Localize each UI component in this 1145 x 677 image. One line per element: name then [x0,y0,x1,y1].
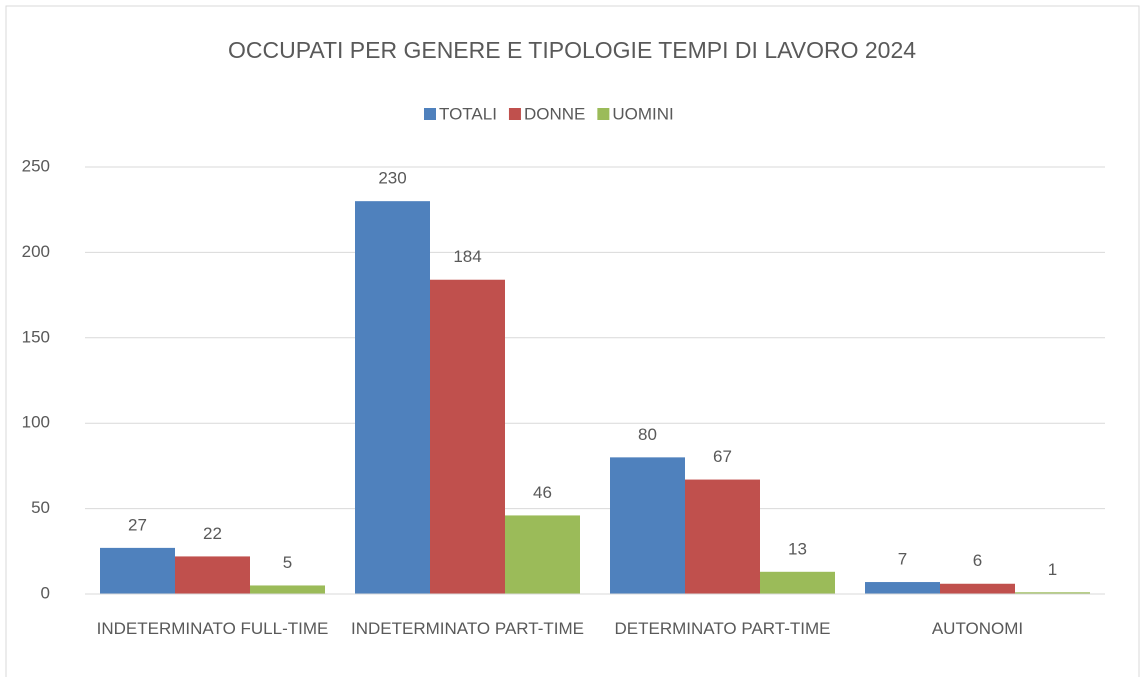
bar [175,556,250,594]
bar [865,582,940,594]
y-tick-label: 200 [22,242,50,261]
bar [100,547,175,594]
x-tick-label: AUTONOMI [931,619,1024,638]
x-tick-label: INDETERMINATO PART-TIME [351,619,584,638]
legend-swatch [508,108,521,120]
bar [760,571,835,594]
bar [685,479,760,594]
legend-swatch [597,108,610,120]
data-label: 230 [378,169,406,188]
y-tick-label: 250 [22,156,50,175]
bar [505,515,580,594]
legend-swatch [424,108,436,120]
data-label: 184 [453,247,481,266]
data-label: 1 [1048,560,1057,579]
legend-label: UOMINI [612,104,673,123]
chart-border [5,5,1140,677]
legend-label: TOTALI [439,104,497,123]
bar [355,201,430,594]
x-tick-label: DETERMINATO PART-TIME [614,619,831,638]
y-tick-label: 150 [22,327,50,346]
data-label: 67 [713,447,732,466]
data-label: 7 [898,550,907,569]
data-label: 22 [203,524,222,543]
legend-label: DONNE [524,104,585,123]
chart-title: OCCUPATI PER GENERE E TIPOLOGIE TEMPI DI… [228,37,916,63]
data-label: 5 [283,553,292,572]
bar [610,457,685,594]
data-label: 46 [533,483,552,502]
x-tick-label: INDETERMINATO FULL-TIME [96,619,329,638]
data-label: 27 [128,515,147,534]
y-tick-label: 50 [31,498,50,517]
bar [1015,592,1090,594]
data-label: 80 [638,425,657,444]
bar [250,585,325,594]
y-tick-label: 0 [41,583,50,602]
data-label: 13 [788,539,807,558]
bar [430,279,505,594]
y-tick-label: 100 [22,413,50,432]
data-label: 6 [973,551,982,570]
bar [940,583,1015,594]
